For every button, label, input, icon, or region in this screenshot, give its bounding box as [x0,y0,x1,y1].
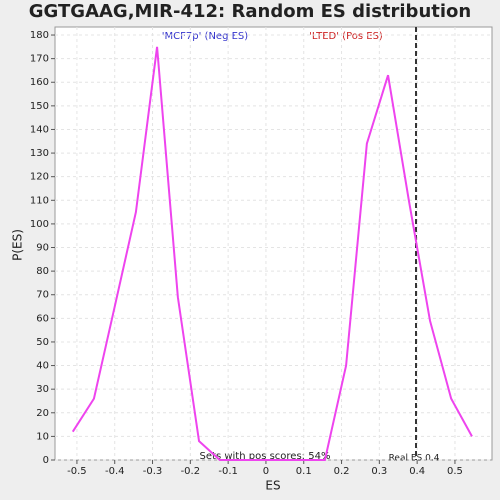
y-tick-label: 140 [30,124,49,135]
y-tick-label: 70 [36,290,49,301]
y-tick-label: 90 [36,243,49,254]
y-tick-label: 0 [43,455,49,466]
chart-title: GGTGAAG,MIR-412: Random ES distribution [29,1,471,22]
x-tick-label: -0.5 [67,466,87,477]
y-tick-label: 80 [36,266,49,277]
x-tick-label: -0.2 [181,466,201,477]
x-tick-label: -0.3 [143,466,163,477]
x-tick-label: 0.1 [296,466,312,477]
real-es-label: Real ES 0.4 [389,454,440,464]
y-tick-label: 40 [36,361,49,372]
pos-label: 'LTED' (Pos ES) [309,31,383,42]
y-tick-label: 100 [30,219,49,230]
y-axis-label: P(ES) [11,229,25,261]
y-tick-label: 160 [30,77,49,88]
y-tick-label: 50 [36,337,49,348]
plot-area [54,26,493,461]
x-tick-label: 0.4 [409,466,425,477]
x-tick-label: -0.4 [105,466,125,477]
y-tick-label: 60 [36,313,49,324]
y-tick-label: 10 [36,431,49,442]
x-tick-label: 0.3 [371,466,387,477]
y-tick-label: 150 [30,101,49,112]
y-tick-label: 20 [36,408,49,419]
y-tick-label: 110 [30,195,49,206]
x-tick-label: 0.5 [447,466,463,477]
y-tick-label: 170 [30,54,49,65]
y-tick-label: 120 [30,172,49,183]
pos-score-note: Sets with pos scores: 54% [200,451,331,462]
neg-label: 'MCF7p' (Neg ES) [162,31,248,42]
y-tick-label: 180 [30,30,49,41]
x-tick-label: 0.2 [334,466,350,477]
x-axis-label: ES [265,479,280,493]
y-tick-label: 30 [36,384,49,395]
series-line [71,46,473,461]
x-tick-label: -0.1 [218,466,238,477]
y-tick-label: 130 [30,148,49,159]
x-tick-label: 0 [263,466,269,477]
